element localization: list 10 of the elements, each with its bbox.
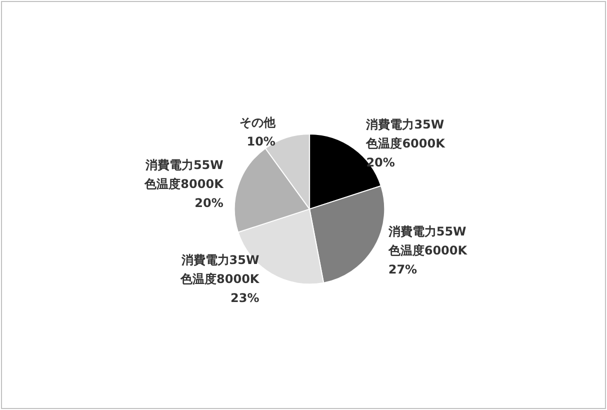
data-label: 27% <box>388 262 418 276</box>
slice-label: 消費電力35W 色温度6000K <box>365 117 446 150</box>
data-label: 10% <box>246 134 276 148</box>
data-label: 20% <box>366 155 395 170</box>
data-label: 23% <box>230 290 260 305</box>
slice-label: 消費電力55W 色温度6000K <box>387 224 468 258</box>
data-label: 20% <box>194 196 224 210</box>
slice-label: 消費電力55W 色温度8000K <box>144 158 224 191</box>
slice-label: 消費電力35W 色温度8000K <box>180 252 260 286</box>
slice-label: その他 <box>239 115 276 130</box>
